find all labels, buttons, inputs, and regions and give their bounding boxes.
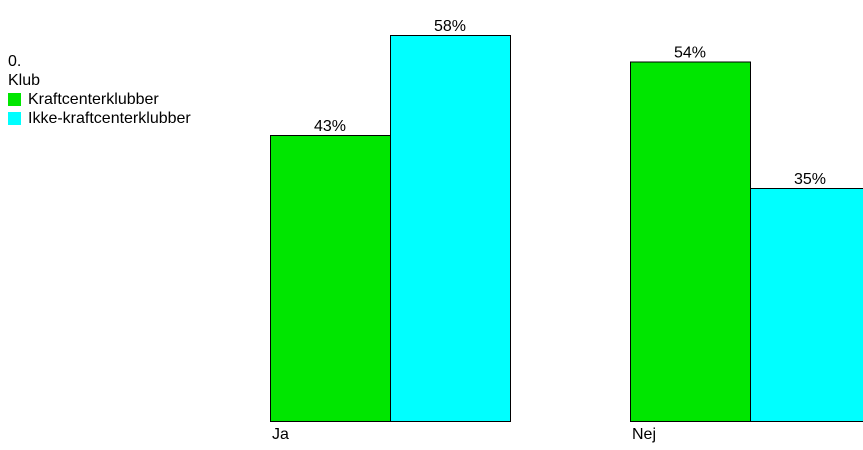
legend-swatch-green: [8, 93, 21, 106]
bar-nej-ikke-kraftcenter: [750, 188, 863, 422]
data-label: 58%: [434, 18, 466, 35]
category-label: Nej: [632, 426, 656, 443]
data-label: 54%: [674, 45, 706, 62]
legend: 0. Klub Kraftcenterklubber Ikke-kraftcen…: [8, 52, 191, 128]
bar-nej-kraftcenter: [630, 61, 751, 422]
legend-title-line1: 0.: [8, 53, 22, 70]
category-label: Ja: [272, 426, 289, 443]
legend-item-kraftcenterklubber: Kraftcenterklubber: [8, 90, 191, 109]
legend-swatch-cyan: [8, 112, 21, 125]
legend-label: Kraftcenterklubber: [28, 91, 159, 108]
legend-title-line2: Klub: [8, 72, 41, 89]
bar-ja-ikke-kraftcenter: [390, 35, 511, 422]
legend-item-ikke-kraftcenterklubber: Ikke-kraftcenterklubber: [8, 109, 191, 128]
legend-label: Ikke-kraftcenterklubber: [28, 110, 191, 127]
bar-ja-kraftcenter: [270, 134, 391, 423]
data-label: 43%: [314, 118, 346, 135]
data-label: 35%: [794, 171, 826, 188]
